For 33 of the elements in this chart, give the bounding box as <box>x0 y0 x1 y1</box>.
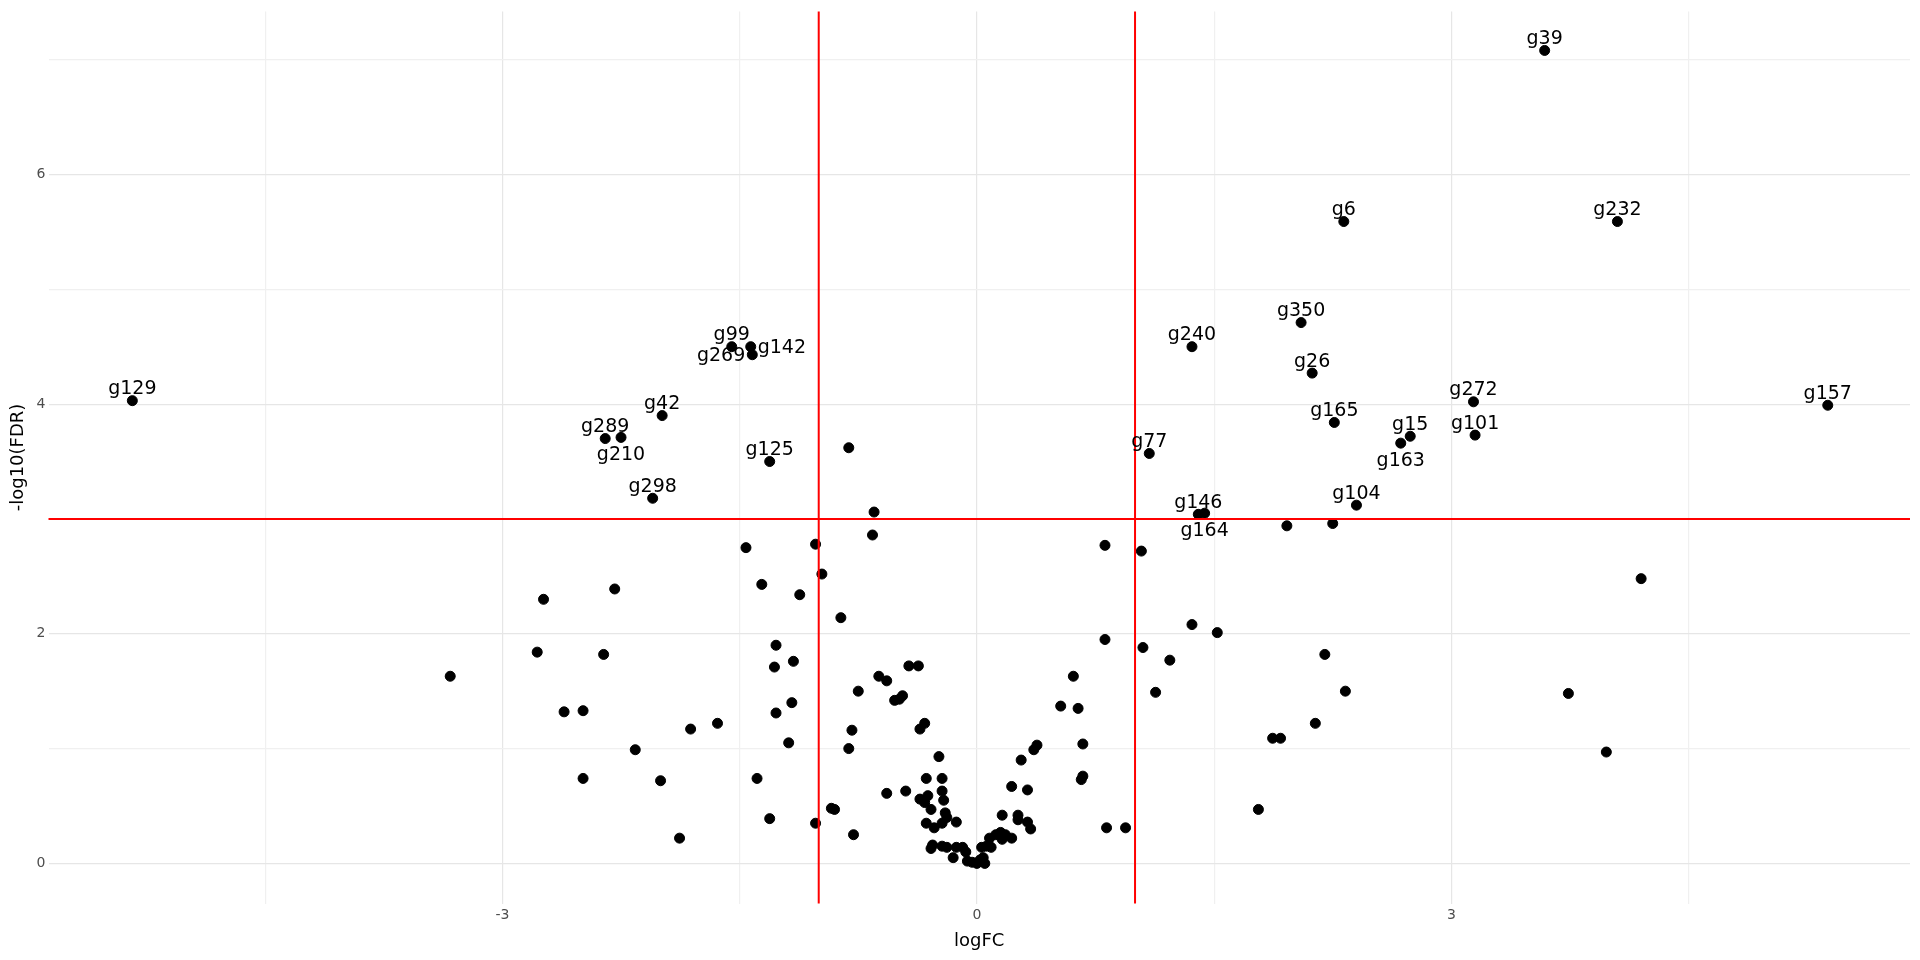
y-tick-label: 2 <box>36 624 46 641</box>
annotation: g6 <box>1331 196 1356 219</box>
annotation: g104 <box>1332 480 1381 503</box>
annotation: g42 <box>644 391 681 414</box>
annotation: g165 <box>1310 397 1359 420</box>
y-axis-title: -log10(FDR) <box>6 403 28 512</box>
annotation: g142 <box>757 335 807 358</box>
x-axis-title: logFC <box>954 928 1005 950</box>
annotation: g163 <box>1376 447 1425 470</box>
annotation: g350 <box>1276 298 1326 321</box>
annotation: g240 <box>1167 322 1217 345</box>
annotation: g26 <box>1294 348 1331 371</box>
annotation: g15 <box>1392 411 1429 434</box>
annotation: g164 <box>1180 517 1229 540</box>
y-tick-label: 6 <box>36 165 46 182</box>
annotation: g272 <box>1449 377 1498 400</box>
annotation: g289 <box>581 413 630 436</box>
annotation: g210 <box>596 441 646 464</box>
annotation: g232 <box>1593 196 1642 219</box>
y-tick-label: 4 <box>36 394 46 411</box>
annotation: g269 <box>696 343 746 366</box>
annotation: g101 <box>1450 410 1500 433</box>
y-tick-label: 0 <box>36 854 46 871</box>
annotation: g125 <box>745 436 794 459</box>
annotation: g298 <box>628 473 677 496</box>
x-tick-label: 3 <box>1446 905 1456 922</box>
x-tick-label: 0 <box>972 905 982 922</box>
annotation: g129 <box>108 376 157 399</box>
annotation: g39 <box>1526 25 1563 48</box>
annotation: g146 <box>1174 489 1223 512</box>
x-tick-label: -3 <box>495 905 510 922</box>
annotation: g99 <box>713 322 750 345</box>
annotation: g157 <box>1803 380 1852 403</box>
